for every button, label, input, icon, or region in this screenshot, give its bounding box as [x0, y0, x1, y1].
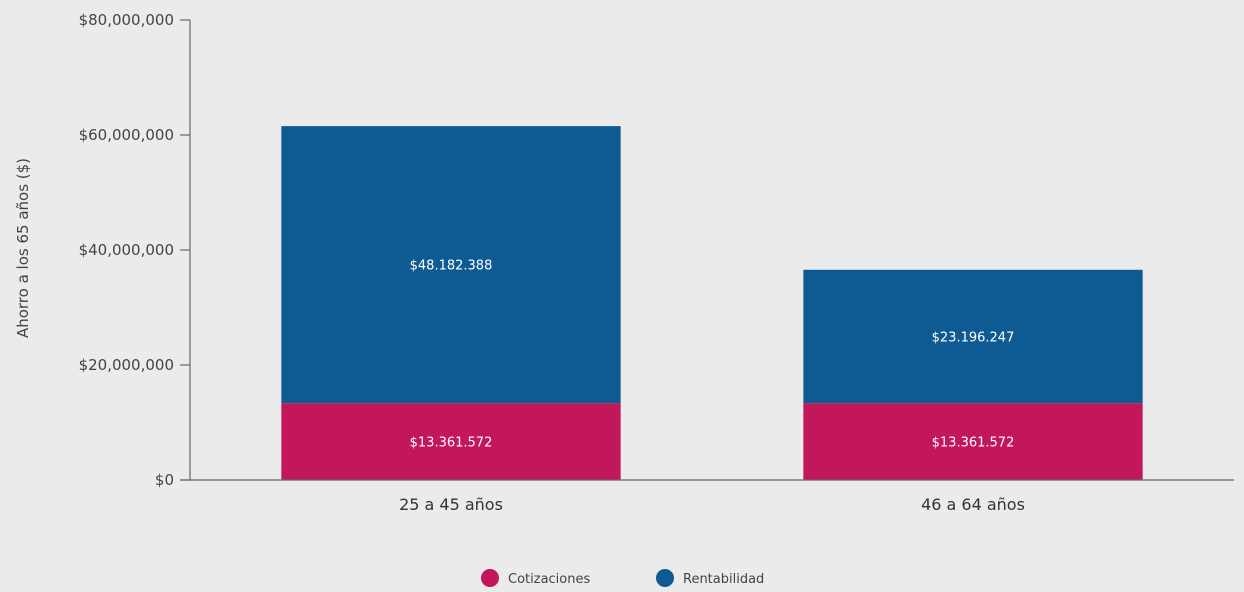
x-axis-labels: 25 a 45 años 46 a 64 años [399, 495, 1025, 514]
legend-marker [656, 569, 674, 587]
data-label: $23.196.247 [932, 330, 1015, 345]
bars: $13.361.572 $48.182.388 $13.361.572 $23.196… [281, 126, 1143, 480]
y-tick-label: $60,000,000 [79, 126, 174, 144]
bar-segment-rentabilidad [803, 269, 1143, 404]
legend-label: Rentabilidad [683, 572, 764, 587]
data-label: $13.361.572 [410, 436, 493, 451]
data-label: $13.361.572 [932, 436, 1015, 451]
bar-segment-cotizaciones [803, 403, 1143, 480]
y-tick-label: $40,000,000 [79, 241, 174, 259]
y-tick-label: $0 [155, 471, 174, 489]
bar-segment-cotizaciones [281, 403, 621, 480]
y-tick-label: $80,000,000 [79, 11, 174, 29]
bar-segment-rentabilidad [281, 126, 621, 404]
x-tick-label: 25 a 45 años [399, 495, 503, 514]
x-tick-label: 46 a 64 años [921, 495, 1025, 514]
data-label: $48.182.388 [410, 259, 493, 274]
y-axis-title: Ahorro a los 65 años ($) [14, 158, 32, 338]
legend: Cotizaciones Rentabilidad [481, 569, 764, 587]
y-axis-ticks: $0 $20,000,000 $40,000,000 $60,000,000 $80,0… [79, 11, 190, 489]
legend-marker [481, 569, 499, 587]
legend-label: Cotizaciones [508, 572, 590, 587]
y-tick-label: $20,000,000 [79, 356, 174, 374]
